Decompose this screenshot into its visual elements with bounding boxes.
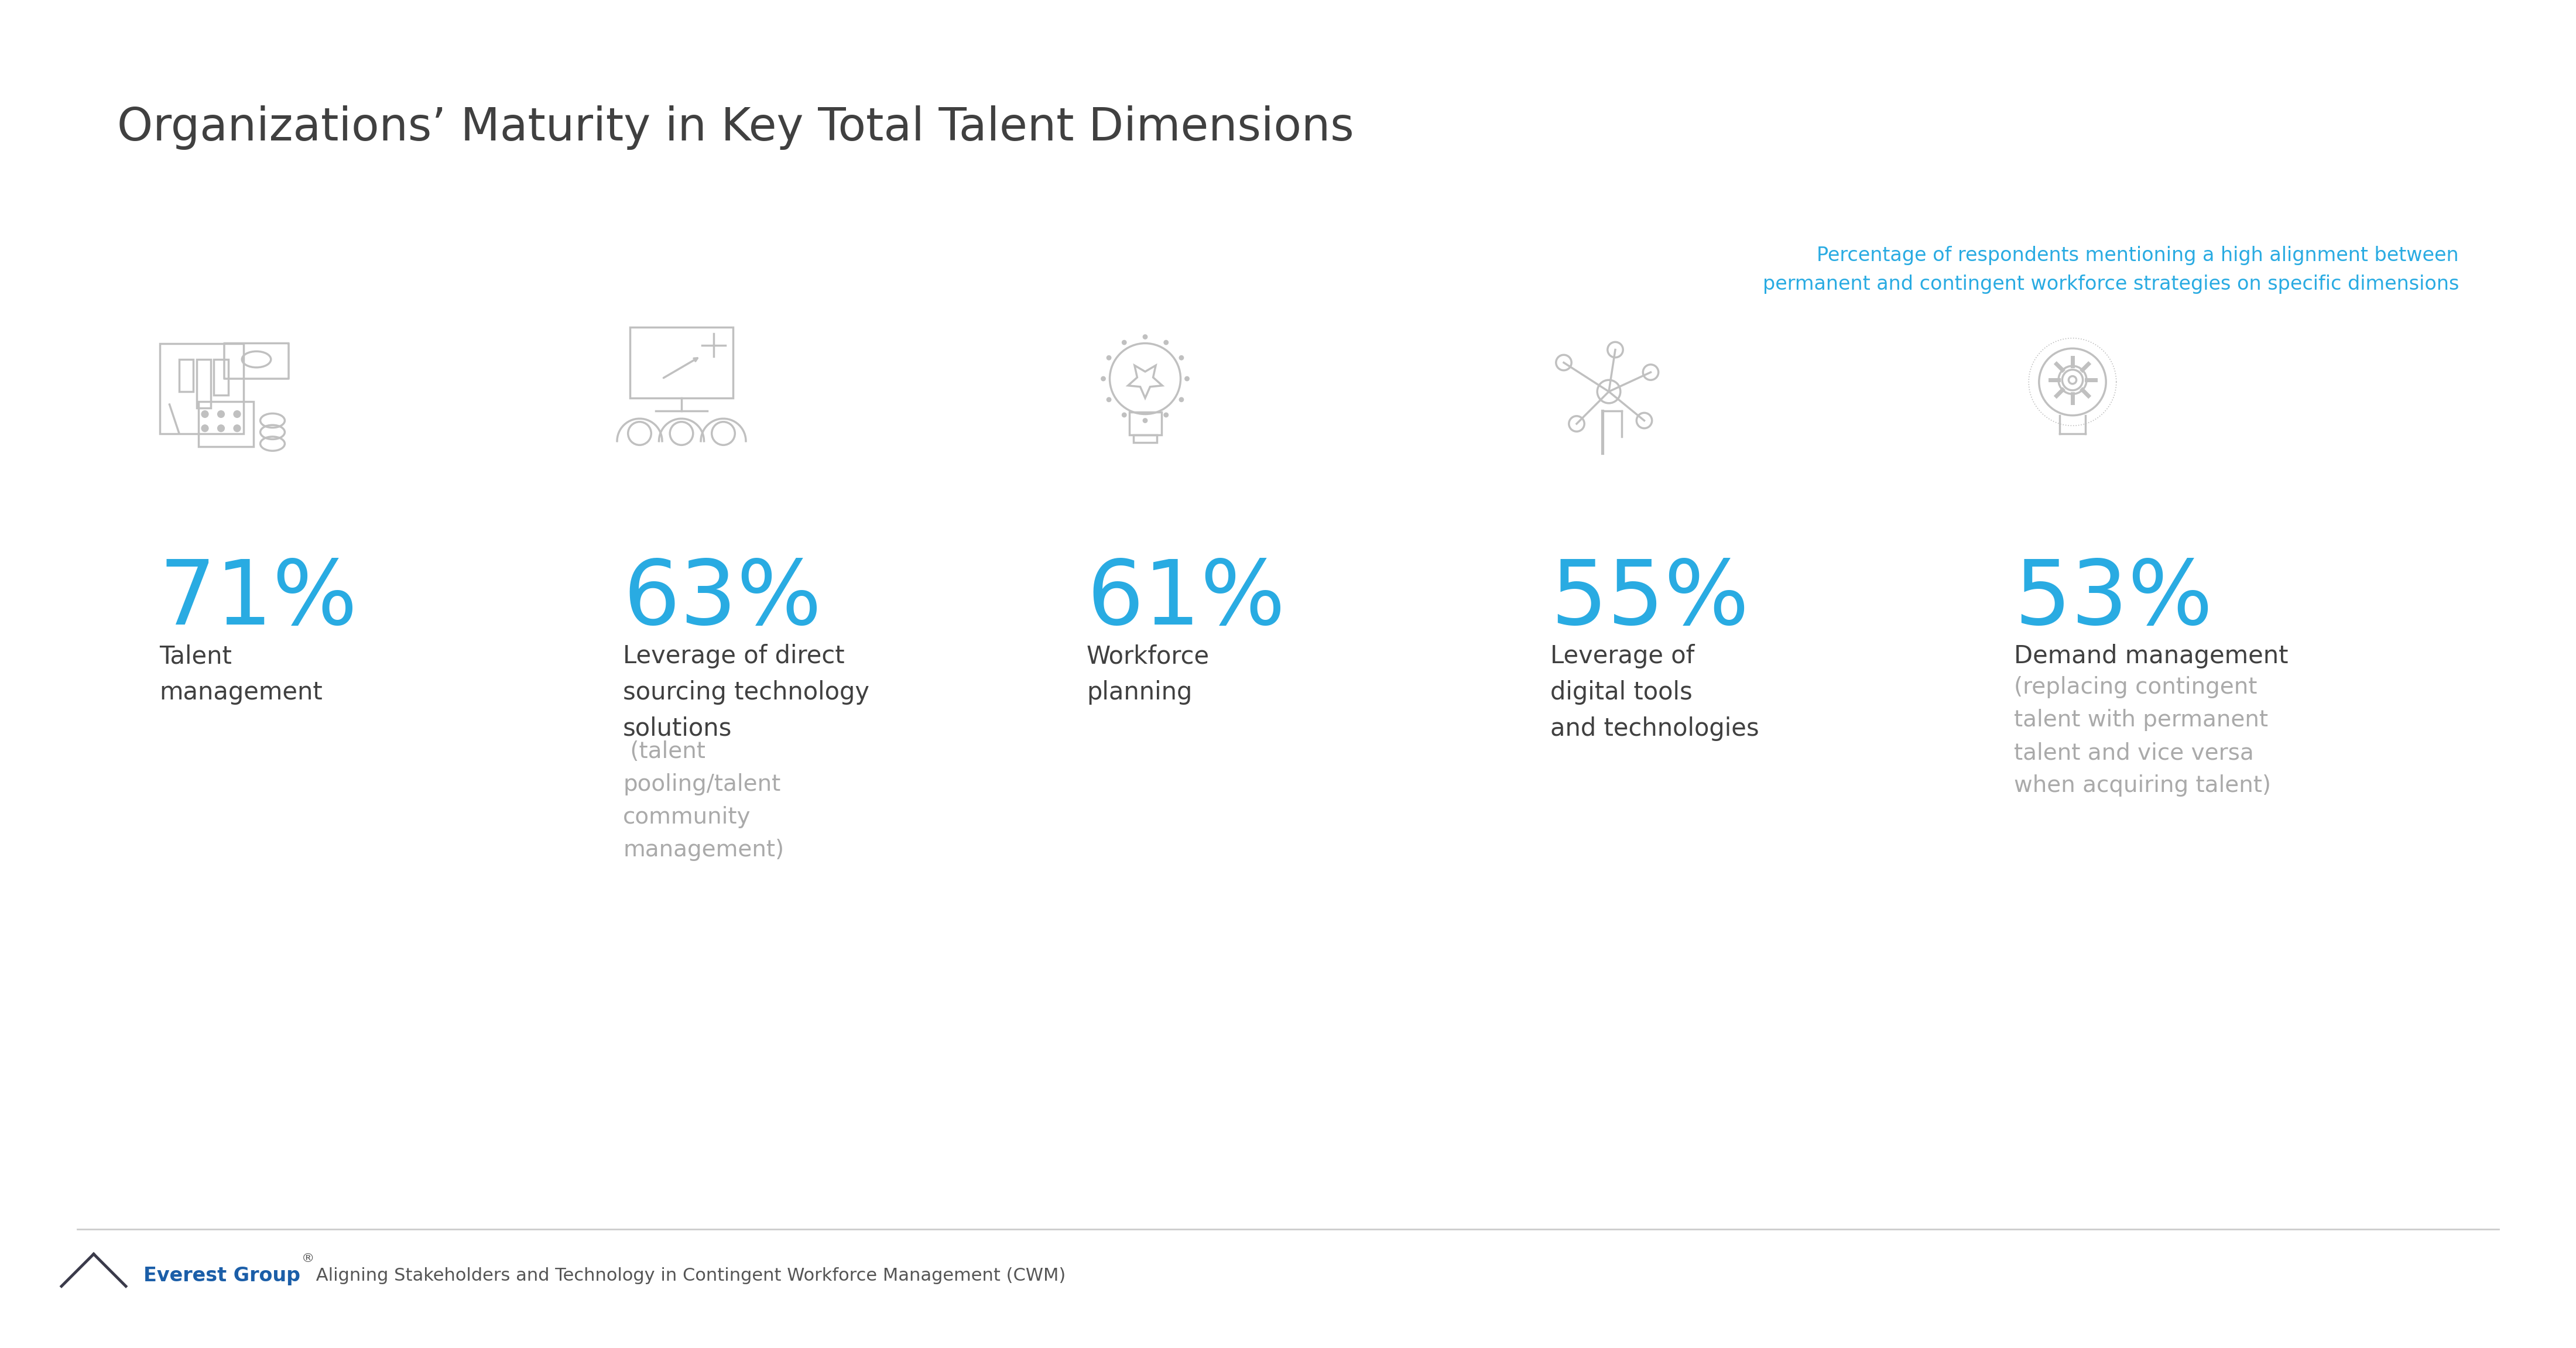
Text: 61%: 61% bbox=[1087, 557, 1285, 643]
Text: Leverage of
digital tools
and technologies: Leverage of digital tools and technologi… bbox=[1551, 644, 1759, 741]
Text: 53%: 53% bbox=[2014, 557, 2213, 643]
Circle shape bbox=[201, 410, 209, 418]
Circle shape bbox=[1121, 412, 1126, 418]
Circle shape bbox=[1144, 418, 1149, 423]
Circle shape bbox=[1164, 412, 1170, 418]
Bar bbox=[180, 360, 193, 391]
Text: Percentage of respondents mentioning a high alignment between
permanent and cont: Percentage of respondents mentioning a h… bbox=[1762, 245, 2460, 294]
Text: (talent
pooling/talent
community
management): (talent pooling/talent community managem… bbox=[623, 740, 783, 861]
Text: (replacing contingent
talent with permanent
talent and vice versa
when acquiring: (replacing contingent talent with perman… bbox=[2014, 677, 2272, 797]
Text: Organizations’ Maturity in Key Total Talent Dimensions: Organizations’ Maturity in Key Total Tal… bbox=[116, 105, 1355, 150]
Text: 63%: 63% bbox=[623, 557, 822, 643]
Text: Talent
management: Talent management bbox=[160, 644, 322, 705]
Circle shape bbox=[1121, 340, 1126, 345]
Circle shape bbox=[1100, 376, 1105, 381]
Text: Workforce
planning: Workforce planning bbox=[1087, 644, 1211, 705]
Bar bbox=[196, 360, 211, 407]
Circle shape bbox=[234, 410, 242, 418]
Text: ®: ® bbox=[301, 1252, 314, 1264]
Circle shape bbox=[1144, 334, 1149, 340]
Text: Leverage of direct
sourcing technology
solutions: Leverage of direct sourcing technology s… bbox=[623, 644, 871, 741]
Text: Everest Group: Everest Group bbox=[144, 1266, 301, 1286]
Circle shape bbox=[216, 410, 224, 418]
Circle shape bbox=[1105, 398, 1110, 402]
Circle shape bbox=[1105, 356, 1110, 360]
Text: Demand management: Demand management bbox=[2014, 644, 2287, 669]
Circle shape bbox=[1164, 340, 1170, 345]
Circle shape bbox=[201, 425, 209, 433]
Circle shape bbox=[1180, 398, 1185, 402]
Circle shape bbox=[1180, 356, 1185, 360]
Text: 55%: 55% bbox=[1551, 557, 1749, 643]
Text: Aligning Stakeholders and Technology in Contingent Workforce Management (CWM): Aligning Stakeholders and Technology in … bbox=[309, 1267, 1066, 1285]
Bar bbox=[214, 360, 229, 395]
Circle shape bbox=[216, 425, 224, 433]
Text: 71%: 71% bbox=[160, 557, 358, 643]
Circle shape bbox=[234, 425, 242, 433]
Circle shape bbox=[1185, 376, 1190, 381]
